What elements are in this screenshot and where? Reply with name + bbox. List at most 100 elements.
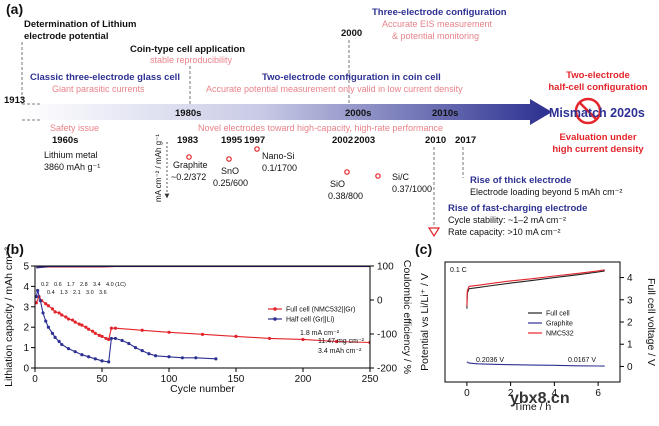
- rate-label: 3.4: [93, 282, 101, 288]
- event-note: high current density: [552, 144, 644, 155]
- watermark: ybx8.cn: [510, 390, 570, 407]
- data-point: [70, 318, 75, 322]
- data-point: [80, 353, 84, 357]
- y-tick-label: 5: [23, 262, 29, 273]
- rate-label: 1.3: [60, 290, 68, 296]
- data-point: [41, 311, 45, 315]
- event-title: Three-electrode configuration: [372, 7, 507, 18]
- material-dot: [186, 154, 192, 160]
- data-point: [44, 319, 48, 323]
- data-point: [334, 339, 339, 344]
- x-tick-label: 0: [464, 388, 470, 399]
- panel-label: (a): [6, 1, 23, 17]
- event-year: 1983: [177, 135, 198, 146]
- material: Si/C: [392, 172, 410, 182]
- data-point: [107, 337, 111, 342]
- panel-label: (b): [6, 241, 24, 257]
- data-point: [73, 350, 77, 354]
- legend-label: Full cell (NMC532||Gr): [286, 307, 355, 314]
- start-bracket: [22, 103, 40, 121]
- event-title: Classic three-electrode glass cell: [30, 72, 180, 83]
- data-point: [109, 326, 113, 330]
- data-point: [301, 337, 305, 342]
- data-point: [36, 288, 40, 293]
- data-point: [194, 356, 198, 360]
- event-note: Evaluation under: [559, 132, 636, 143]
- event-note: Electrode loading beyond 5 mAh cm⁻²: [470, 187, 622, 197]
- event-title: Coin-type cell application: [130, 44, 245, 55]
- data-point: [64, 315, 68, 319]
- material-dot: [254, 146, 260, 152]
- event-note: Safety issue: [50, 123, 99, 133]
- annotation: 3.4 mAh cm⁻²: [318, 348, 362, 355]
- event-note: Giant parasitic currents: [52, 84, 145, 94]
- data-point: [104, 336, 108, 341]
- axis-label: mA cm⁻² / mAh g⁻¹: [154, 134, 163, 202]
- event-title: electrode potential: [24, 31, 108, 42]
- legend-label: NMC532: [546, 331, 574, 338]
- rate-label: 4.0 (1C): [106, 282, 126, 288]
- rate-label: 3.6: [99, 290, 107, 296]
- data-point: [46, 304, 51, 308]
- event-title: Rise of fast-charging electrode: [448, 203, 587, 214]
- event-note: Cycle stability: ~1–2 mA cm⁻²: [448, 215, 566, 225]
- y-tick-label: 4: [627, 273, 633, 284]
- data-point: [180, 356, 184, 360]
- event-year: 2010: [425, 135, 446, 146]
- data-point: [87, 327, 91, 331]
- rate-label: 2.1: [73, 290, 81, 296]
- panel-label: (c): [415, 241, 432, 257]
- prohibited-icon: [574, 97, 602, 125]
- material: 0.38/800: [328, 191, 363, 201]
- event-note: stable reproducibility: [150, 55, 233, 65]
- data-point: [140, 328, 144, 332]
- event-year: 2002: [332, 135, 353, 146]
- legend-marker: [273, 307, 277, 311]
- series-line: [466, 269, 605, 307]
- legend-marker: [273, 317, 277, 321]
- y-tick-label: 0: [627, 362, 633, 373]
- data-point: [113, 336, 117, 341]
- data-point: [84, 325, 88, 329]
- data-point: [267, 336, 272, 341]
- data-point: [100, 334, 104, 338]
- material: SiO: [330, 179, 345, 189]
- material-dot: [344, 169, 350, 175]
- event-year: 2000: [341, 28, 362, 39]
- data-point: [154, 354, 158, 358]
- y-tick-label: 2: [627, 318, 633, 329]
- annotation: 0.2036 V: [476, 357, 504, 364]
- event-title: Two-electrode: [566, 70, 630, 81]
- era-label: 2000s: [345, 108, 371, 119]
- rate-label: 3.0: [86, 290, 94, 296]
- series-line: [35, 290, 216, 363]
- data-point: [97, 333, 101, 337]
- series-line: [466, 361, 605, 367]
- event-title: Two-electrode configuration in coin cell: [262, 72, 441, 83]
- data-point: [167, 330, 171, 334]
- data-point: [60, 342, 64, 347]
- annotation: 1.8 mA cm⁻²: [300, 330, 340, 337]
- data-point: [57, 311, 61, 315]
- event-note: & potential monitoring: [392, 31, 479, 41]
- annotation: 0.0167 V: [568, 357, 596, 364]
- event-title: half-cell configuration: [548, 82, 647, 93]
- data-point: [53, 310, 57, 314]
- annotation: 11.47 mg cm⁻²: [318, 338, 365, 345]
- x-tick-label: 100: [161, 374, 178, 385]
- y-tick-label: 2: [23, 323, 29, 334]
- material: Lithium metal: [44, 150, 98, 160]
- data-point: [35, 295, 38, 299]
- material: 0.37/1000: [392, 184, 432, 194]
- y-tick-label: 1: [627, 340, 633, 351]
- y-tick-label: 0: [23, 364, 29, 375]
- y2-tick-label: 100: [377, 262, 394, 273]
- data-point: [44, 302, 48, 306]
- event-note: Accurate potential measurement only vali…: [206, 84, 463, 94]
- data-point: [147, 352, 151, 356]
- data-point: [53, 335, 57, 339]
- data-point: [80, 323, 84, 327]
- data-point: [200, 332, 205, 336]
- era-label: 1913: [4, 95, 25, 106]
